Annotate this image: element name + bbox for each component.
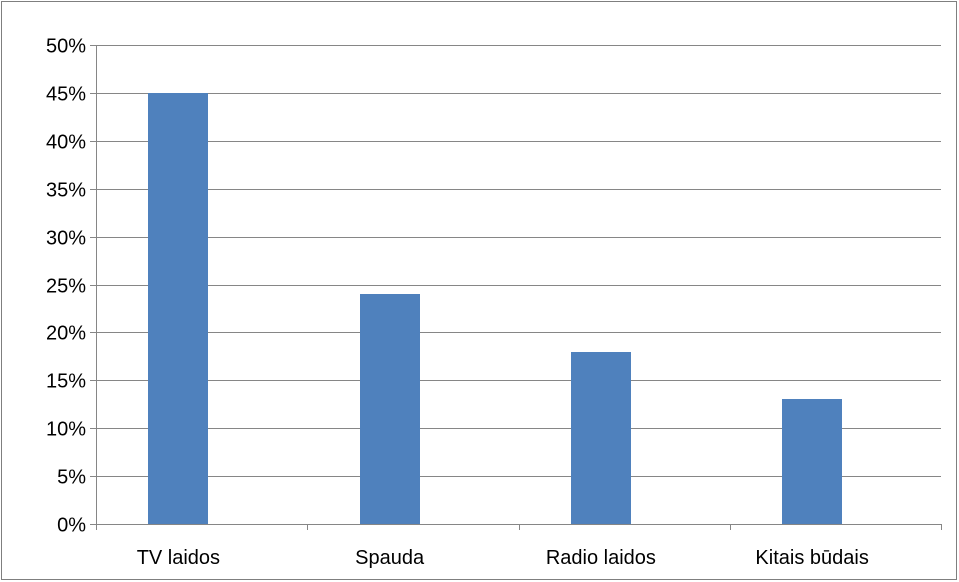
y-tick-label: 30% [46,228,86,250]
x-tick-label: Radio laidos [546,547,656,569]
y-tick-label: 50% [46,36,86,58]
y-tick-label: 35% [46,180,86,202]
axes [90,45,942,530]
x-tick-label: Spauda [355,547,425,569]
y-tick-label: 5% [57,467,86,489]
y-tick-label: 0% [57,515,86,537]
bar [782,399,842,524]
y-tick-label: 45% [46,84,86,106]
y-tick-label: 15% [46,371,86,393]
bars [148,93,842,524]
y-tick-label: 25% [46,276,86,298]
bar [360,294,420,524]
bar [148,93,208,524]
y-tick-label: 40% [46,132,86,154]
y-tick-labels: 0% 5% 10% 15% 20% 25% 30% 35% 40% 45% 50% [46,36,86,537]
y-tick-label: 10% [46,419,86,441]
x-tick-labels: TV laidos Spauda Radio laidos Kitais būdais [137,547,869,569]
bar [571,352,631,524]
x-tick-label: Kitais būdais [755,547,868,569]
gridlines [96,45,941,477]
y-tick-label: 20% [46,323,86,345]
x-tick-label: TV laidos [137,547,220,569]
